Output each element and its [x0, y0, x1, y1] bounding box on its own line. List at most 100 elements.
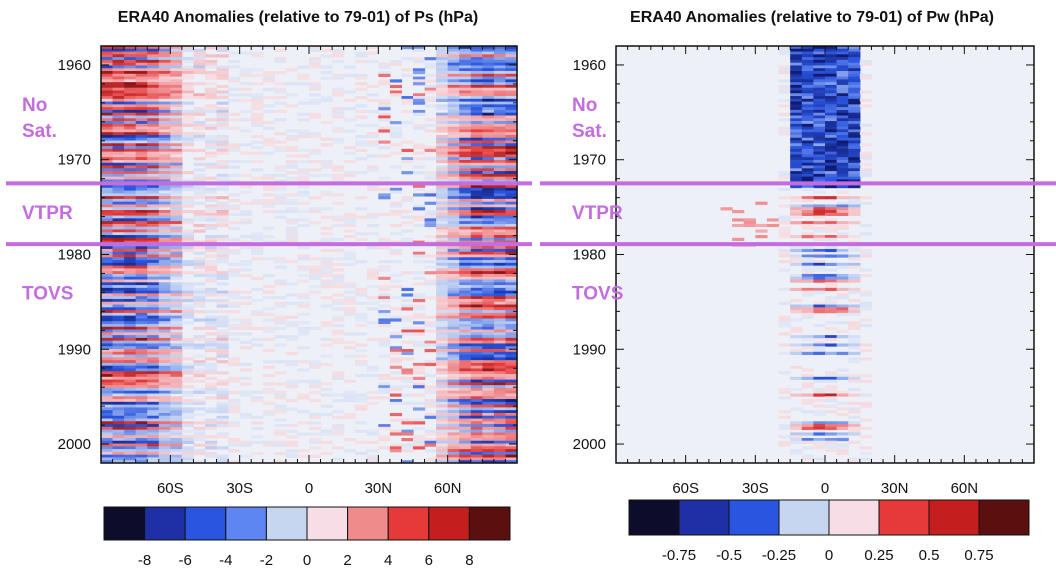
- heatmap-cell: [216, 246, 229, 250]
- heatmap-cell: [801, 76, 814, 80]
- heatmap-cell: [170, 354, 183, 358]
- heatmap-cell: [274, 279, 287, 283]
- heatmap-cell: [366, 457, 379, 461]
- heatmap-cell: [285, 198, 299, 203]
- heatmap-cell: [193, 187, 206, 191]
- heatmap-cell: [262, 151, 275, 155]
- heatmap-cell: [147, 79, 160, 83]
- heatmap-cell: [309, 432, 322, 436]
- heatmap-cell: [228, 159, 241, 164]
- heatmap-cell: [297, 118, 310, 122]
- heatmap-cell: [135, 276, 148, 280]
- heatmap-cell: [493, 162, 507, 166]
- heatmap-cell: [848, 59, 861, 64]
- heatmap-cell: [343, 73, 356, 77]
- heatmap-cell: [436, 454, 449, 458]
- heatmap-cell: [401, 287, 414, 292]
- heatmap-cell: [170, 137, 183, 141]
- heatmap-cell: [470, 296, 483, 300]
- heatmap-cell: [124, 215, 137, 219]
- heatmap-cell: [135, 143, 148, 147]
- heatmap-cell: [459, 287, 472, 292]
- heatmap-cell: [447, 65, 460, 69]
- heatmap-cell: [493, 71, 507, 75]
- heatmap-cell: [366, 215, 379, 219]
- heatmap-cell: [101, 137, 114, 141]
- heatmap-cell: [436, 343, 449, 347]
- heatmap-cell: [436, 168, 449, 172]
- era-label: VTPR: [572, 203, 623, 224]
- heatmap-cell: [147, 198, 160, 203]
- heatmap-cell: [158, 171, 171, 175]
- heatmap-cell: [493, 357, 507, 361]
- heatmap-cell: [193, 354, 206, 358]
- heatmap-cell: [181, 298, 195, 303]
- heatmap-cell: [813, 93, 826, 97]
- heatmap-cell: [436, 421, 449, 425]
- heatmap-cell: [447, 298, 460, 303]
- heatmap-cell: [459, 237, 472, 241]
- heatmap-cell: [228, 290, 241, 294]
- heatmap-cell: [181, 96, 195, 100]
- heatmap-cell: [135, 123, 148, 128]
- heatmap-cell: [124, 176, 137, 180]
- heatmap-cell: [112, 418, 125, 422]
- heatmap-cell: [112, 307, 125, 311]
- heatmap-cell: [193, 429, 206, 433]
- heatmap-cell: [343, 257, 356, 261]
- heatmap-cell: [262, 140, 275, 144]
- heatmap-cell: [343, 310, 356, 314]
- x-tick-label: 30S: [226, 480, 253, 497]
- heatmap-cell: [470, 368, 483, 372]
- heatmap-cell: [801, 457, 814, 461]
- heatmap-cell: [801, 96, 814, 100]
- heatmap-cell: [493, 318, 507, 322]
- heatmap-cell: [320, 137, 333, 141]
- heatmap-cell: [285, 229, 299, 233]
- heatmap-cell: [135, 371, 148, 375]
- heatmap-cell: [778, 171, 791, 175]
- heatmap-cell: [309, 268, 322, 272]
- heatmap-cell: [112, 424, 125, 428]
- heatmap-cell: [424, 104, 437, 108]
- heatmap-cell: [181, 109, 195, 114]
- heatmap-cell: [470, 54, 483, 58]
- heatmap-cell: [778, 371, 791, 375]
- heatmap-cell: [181, 90, 195, 94]
- heatmap-cell: [181, 73, 195, 77]
- heatmap-cell: [158, 59, 171, 64]
- heatmap-cell: [262, 257, 275, 261]
- heatmap-cell: [836, 109, 849, 114]
- heatmap-cell: [813, 379, 826, 383]
- heatmap-cell: [482, 140, 495, 144]
- heatmap-cell: [848, 415, 861, 419]
- heatmap-cell: [378, 276, 391, 280]
- heatmap-cell: [482, 68, 495, 72]
- heatmap-cell: [470, 374, 483, 378]
- heatmap-cell: [836, 343, 849, 347]
- heatmap-cell: [801, 421, 814, 425]
- heatmap-cell: [124, 310, 137, 314]
- heatmap-cell: [355, 293, 368, 297]
- heatmap-cell: [112, 48, 125, 52]
- heatmap-cell: [158, 143, 171, 147]
- heatmap-cell: [825, 176, 838, 180]
- heatmap-cell: [101, 96, 114, 100]
- heatmap-cell: [158, 437, 171, 442]
- heatmap-cell: [778, 235, 791, 239]
- heatmap-cell: [147, 415, 160, 419]
- heatmap-cell: [216, 271, 229, 275]
- heatmap-cell: [112, 101, 125, 105]
- heatmap-cell: [470, 235, 483, 239]
- heatmap-cell: [158, 173, 171, 178]
- heatmap-cell: [482, 379, 495, 383]
- heatmap-cell: [505, 301, 518, 305]
- heatmap-cell: [482, 237, 495, 241]
- heatmap-cell: [378, 318, 391, 322]
- heatmap-cell: [459, 207, 472, 211]
- heatmap-cell: [482, 148, 495, 153]
- heatmap-cell: [193, 223, 206, 228]
- heatmap-cell: [459, 365, 472, 369]
- heatmap-cell: [366, 454, 379, 458]
